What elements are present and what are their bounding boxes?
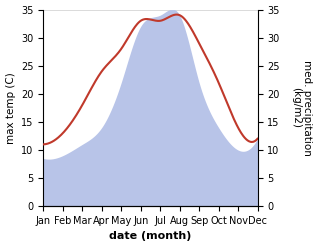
Y-axis label: max temp (C): max temp (C) — [5, 72, 16, 144]
Y-axis label: med. precipitation
(kg/m2): med. precipitation (kg/m2) — [291, 60, 313, 156]
X-axis label: date (month): date (month) — [109, 231, 192, 242]
